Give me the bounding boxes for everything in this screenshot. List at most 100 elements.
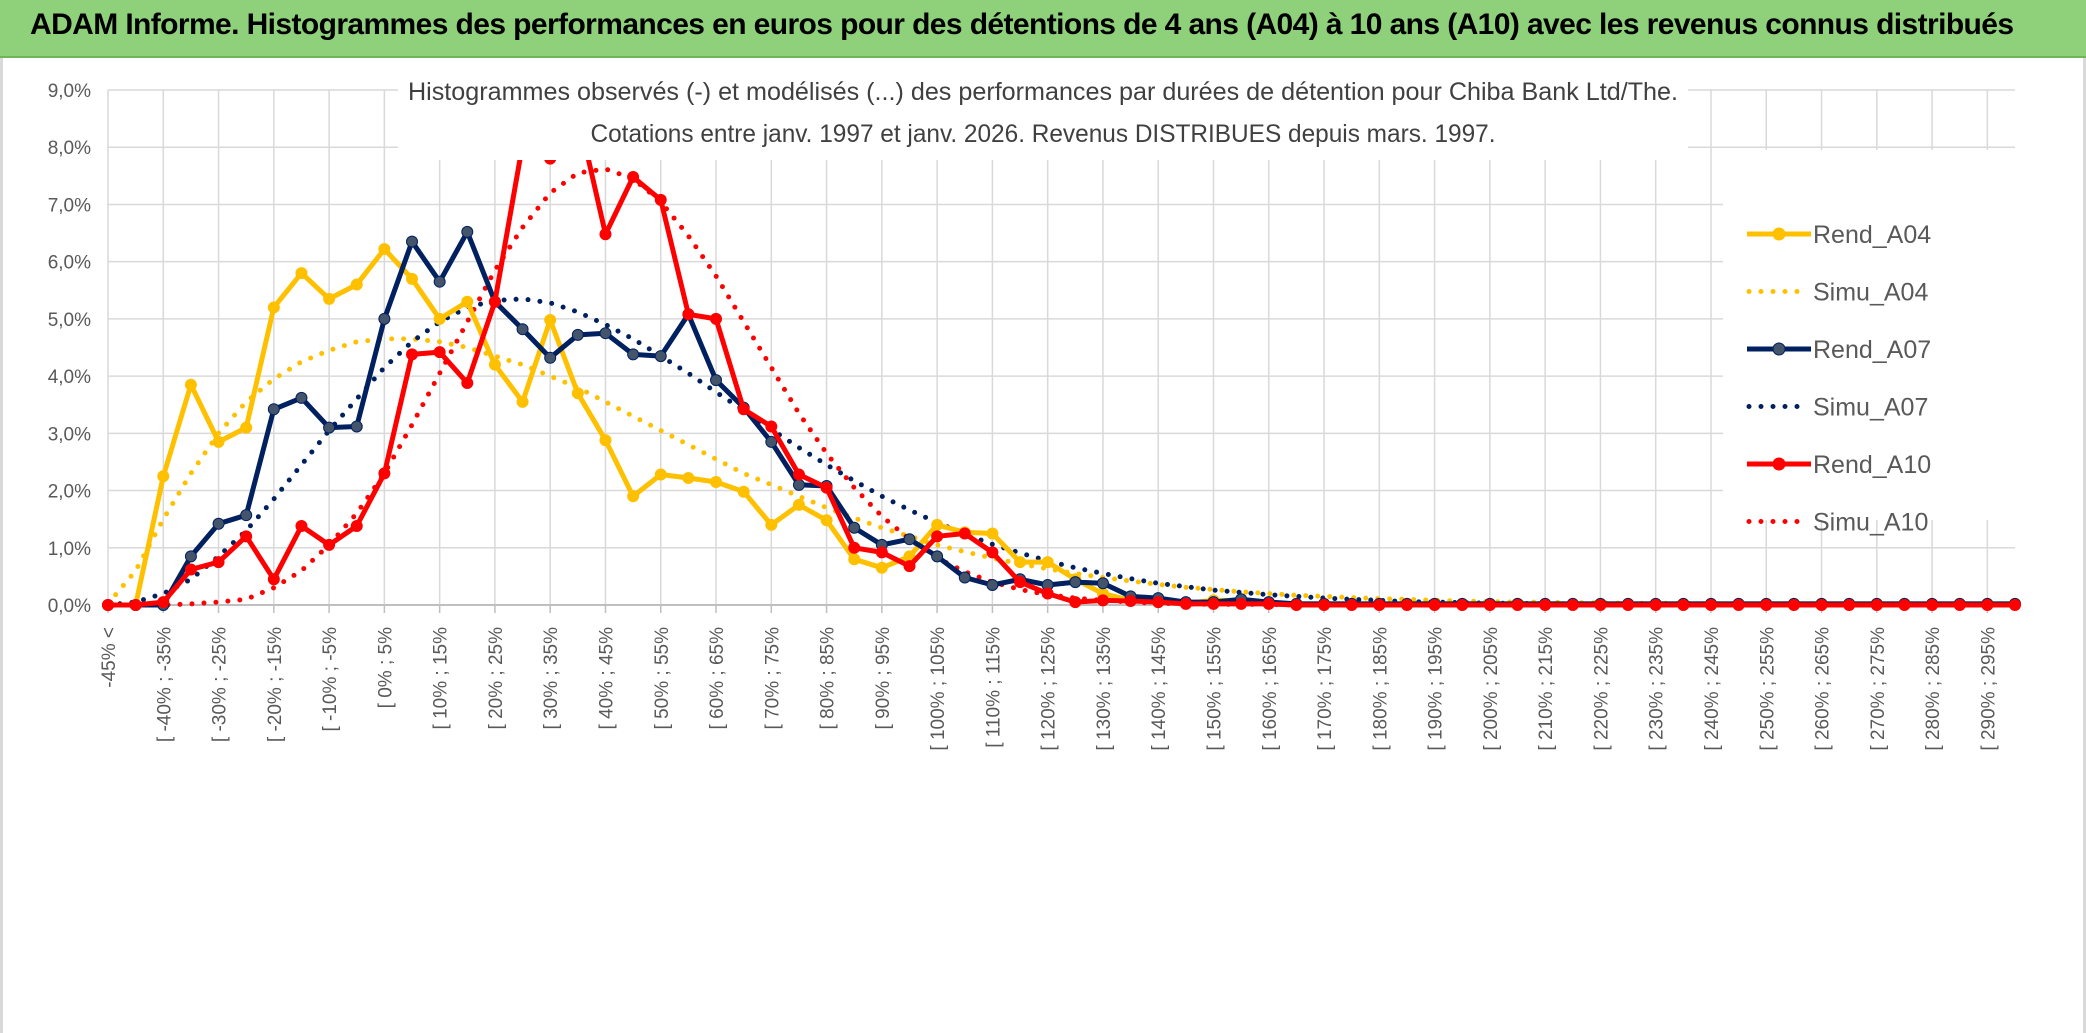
data-point xyxy=(737,403,750,416)
data-point xyxy=(654,468,667,481)
data-point xyxy=(654,350,667,363)
data-point xyxy=(1262,597,1275,610)
data-point xyxy=(1787,599,1800,611)
data-point xyxy=(461,376,474,389)
data-point xyxy=(1207,597,1220,610)
legend-item-simu-a10: Simu_A10 xyxy=(1746,509,1928,537)
data-point xyxy=(1953,599,1966,611)
legend-item-rend-a10: Rend_A10 xyxy=(1747,451,1931,479)
y-tick-label: 3,0% xyxy=(48,424,91,445)
legend-item-simu-a07: Simu_A07 xyxy=(1746,394,1928,422)
data-point xyxy=(599,228,612,241)
x-tick-label: [ 130% ; 135% xyxy=(1094,627,1115,751)
data-point xyxy=(1926,599,1939,611)
data-point xyxy=(848,541,861,554)
x-tick-label: [ 150% ; 155% xyxy=(1205,627,1226,751)
data-point xyxy=(1096,577,1109,590)
y-tick-label: 2,0% xyxy=(48,482,91,503)
chart-title: Histogrammes observés (-) et modélisés (… xyxy=(408,78,1678,106)
data-point xyxy=(433,312,446,325)
data-point xyxy=(1124,594,1137,607)
data-point xyxy=(516,395,529,408)
x-tick-label: [ 100% ; 105% xyxy=(928,627,949,751)
data-point xyxy=(1566,599,1579,611)
data-point xyxy=(544,314,557,327)
data-point xyxy=(295,267,308,280)
x-tick-label: [ 10% ; 15% xyxy=(431,627,452,730)
data-point xyxy=(323,538,336,551)
data-point xyxy=(571,328,584,341)
data-point xyxy=(1843,599,1856,611)
data-point xyxy=(1815,599,1828,611)
y-tick-label: 6,0% xyxy=(48,253,91,274)
data-point xyxy=(737,485,750,498)
y-tick-label: 0,0% xyxy=(48,596,91,617)
data-point xyxy=(240,509,253,522)
x-tick-label: [ 0% ; 5% xyxy=(375,627,396,708)
data-point xyxy=(1760,599,1773,611)
legend-label: Simu_A10 xyxy=(1813,509,1928,537)
legend-marker xyxy=(1772,227,1786,241)
y-tick-label: 7,0% xyxy=(48,195,91,216)
data-point xyxy=(323,292,336,305)
data-point xyxy=(1069,596,1082,609)
series-line xyxy=(105,110,2018,608)
x-tick-label: [ -10% ; -5% xyxy=(320,627,341,732)
data-point xyxy=(516,323,529,336)
data-point xyxy=(571,387,584,400)
data-point xyxy=(267,573,280,586)
data-point xyxy=(875,561,888,574)
data-point xyxy=(295,391,308,404)
data-point xyxy=(323,421,336,434)
data-point xyxy=(1732,599,1745,611)
data-point xyxy=(157,470,170,483)
data-point xyxy=(1456,599,1469,611)
data-point xyxy=(1345,599,1358,611)
data-point xyxy=(2009,599,2021,611)
legend-label: Simu_A07 xyxy=(1813,394,1928,422)
x-tick-label: [ 210% ; 215% xyxy=(1536,627,1557,751)
y-tick-label: 5,0% xyxy=(48,310,91,331)
data-point xyxy=(1594,599,1607,611)
data-point xyxy=(848,521,861,534)
x-tick-label: [ 290% ; 295% xyxy=(1978,627,1999,751)
data-point xyxy=(157,596,170,609)
data-point xyxy=(627,170,640,183)
legend-label: Rend_A04 xyxy=(1813,221,1931,249)
data-point xyxy=(903,560,916,573)
series-rend-a10 xyxy=(102,106,2021,611)
data-point xyxy=(267,403,280,416)
data-point xyxy=(682,471,695,484)
x-tick-label: [ 180% ; 185% xyxy=(1370,627,1391,751)
legend-label: Rend_A10 xyxy=(1813,451,1931,479)
data-point xyxy=(986,546,999,559)
data-point xyxy=(433,275,446,288)
data-point xyxy=(931,550,944,563)
data-point xyxy=(406,348,419,361)
data-point xyxy=(682,308,695,321)
data-point xyxy=(1152,596,1165,609)
chart-frame: 0,0% 1,0% 2,0% 3,0% 4,0% 5,0% 6,0% 7,0% 8,0% 9,0%… xyxy=(0,58,2086,1033)
series-group xyxy=(102,106,2021,611)
chart-subtitle: Cotations entre janv. 1997 et janv. 2026… xyxy=(591,120,1496,148)
data-point xyxy=(627,490,640,503)
data-point xyxy=(488,295,501,308)
data-point xyxy=(765,518,778,531)
data-point xyxy=(958,527,971,540)
data-point xyxy=(903,533,916,546)
y-tick-label: 1,0% xyxy=(48,539,91,560)
x-axis: -45% < [ -40% ; -35% [ -30% ; -25% [ -20% ;… xyxy=(99,604,2015,751)
data-point xyxy=(488,358,501,371)
x-tick-label: [ 30% ; 35% xyxy=(541,627,562,730)
data-point xyxy=(875,546,888,559)
data-point xyxy=(1622,599,1635,611)
data-point xyxy=(820,514,833,527)
data-point xyxy=(958,571,971,584)
data-point xyxy=(240,421,253,434)
data-point xyxy=(1069,576,1082,589)
data-point xyxy=(986,578,999,591)
report-banner: ADAM Informe. Histogrammes des performan… xyxy=(0,0,2086,58)
y-tick-label: 4,0% xyxy=(48,367,91,388)
data-point xyxy=(378,467,391,480)
legend-item-rend-a07: Rend_A07 xyxy=(1747,336,1931,364)
